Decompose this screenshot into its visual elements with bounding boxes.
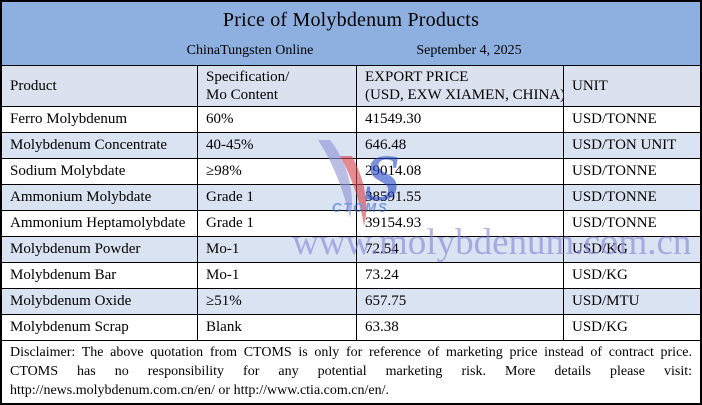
cell-unit: USD/TON UNIT xyxy=(563,133,700,159)
cell-product: Molybdenum Powder xyxy=(2,237,197,263)
cell-price: 63.38 xyxy=(356,315,563,341)
cell-unit: USD/KG xyxy=(563,237,700,263)
cell-price: 657.75 xyxy=(356,289,563,315)
cell-price: 73.24 xyxy=(356,263,563,289)
cell-unit: USD/TONNE xyxy=(563,107,700,133)
cell-unit: USD/KG xyxy=(563,263,700,289)
cell-product: Ferro Molybdenum xyxy=(2,107,197,133)
table-row: Sodium Molybdate ≥98% 29014.08 USD/TONNE xyxy=(2,159,700,185)
header-unit: UNIT xyxy=(563,66,700,107)
header-spec-line2: Mo Content xyxy=(206,87,279,103)
cell-specification: Mo-1 xyxy=(197,263,356,289)
cell-specification: ≥98% xyxy=(197,159,356,185)
header-spec-line1: Specification/ xyxy=(206,69,290,85)
cell-price: 38591.55 xyxy=(356,185,563,211)
cell-unit: USD/TONNE xyxy=(563,211,700,237)
date-label: September 4, 2025 xyxy=(416,43,522,58)
cell-specification: ≥51% xyxy=(197,289,356,315)
cell-price: 41549.30 xyxy=(356,107,563,133)
table-row: Molybdenum Bar Mo-1 73.24 USD/KG xyxy=(2,263,700,289)
page-title: Price of Molybdenum Products xyxy=(222,9,480,31)
table-row: Molybdenum Scrap Blank 63.38 USD/KG xyxy=(2,315,700,341)
cell-unit: USD/MTU xyxy=(563,289,700,315)
banner: Price of Molybdenum Products ChinaTungst… xyxy=(2,2,700,66)
cell-price: 646.48 xyxy=(356,133,563,159)
cell-specification: Blank xyxy=(197,315,356,341)
cell-unit: USD/TONNE xyxy=(563,185,700,211)
cell-specification: Mo-1 xyxy=(197,237,356,263)
disclaimer-text: Disclaimer: The above quotation from CTO… xyxy=(2,341,700,402)
source-label: ChinaTungsten Online xyxy=(186,43,314,58)
table-row: Ammonium Heptamolybdate Grade 1 39154.93 US… xyxy=(2,211,700,237)
table-row: Molybdenum Concentrate 40-45% 646.48 USD/TO… xyxy=(2,133,700,159)
cell-product: Molybdenum Scrap xyxy=(2,315,197,341)
table-row: Molybdenum Powder Mo-1 72.54 USD/KG xyxy=(2,237,700,263)
cell-price: 39154.93 xyxy=(356,211,563,237)
table-body: Ferro Molybdenum 60% 41549.30 USD/TONNE Moly… xyxy=(2,107,700,341)
header-price-line2: (USD, EXW XIAMEN, CHINA) xyxy=(365,87,563,103)
header-export-price: EXPORT PRICE (USD, EXW XIAMEN, CHINA) xyxy=(356,66,563,107)
cell-unit: USD/TONNE xyxy=(563,159,700,185)
table-header-row: Product Specification/ Mo Content EXPORT… xyxy=(2,66,700,107)
cell-product: Molybdenum Concentrate xyxy=(2,133,197,159)
cell-specification: 60% xyxy=(197,107,356,133)
cell-unit: USD/KG xyxy=(563,315,700,341)
table-row: Molybdenum Oxide ≥51% 657.75 USD/MTU xyxy=(2,289,700,315)
table-row: Ammonium Molybdate Grade 1 38591.55 USD/TON… xyxy=(2,185,700,211)
cell-price: 29014.08 xyxy=(356,159,563,185)
cell-product: Ammonium Molybdate xyxy=(2,185,197,211)
cell-specification: Grade 1 xyxy=(197,211,356,237)
cell-specification: 40-45% xyxy=(197,133,356,159)
header-specification: Specification/ Mo Content xyxy=(197,66,356,107)
table-row: Ferro Molybdenum 60% 41549.30 USD/TONNE xyxy=(2,107,700,133)
cell-specification: Grade 1 xyxy=(197,185,356,211)
cell-product: Ammonium Heptamolybdate xyxy=(2,211,197,237)
header-price-line1: EXPORT PRICE xyxy=(365,69,469,85)
cell-product: Sodium Molybdate xyxy=(2,159,197,185)
cell-price: 72.54 xyxy=(356,237,563,263)
header-product: Product xyxy=(2,66,197,107)
cell-product: Molybdenum Oxide xyxy=(2,289,197,315)
cell-product: Molybdenum Bar xyxy=(2,263,197,289)
